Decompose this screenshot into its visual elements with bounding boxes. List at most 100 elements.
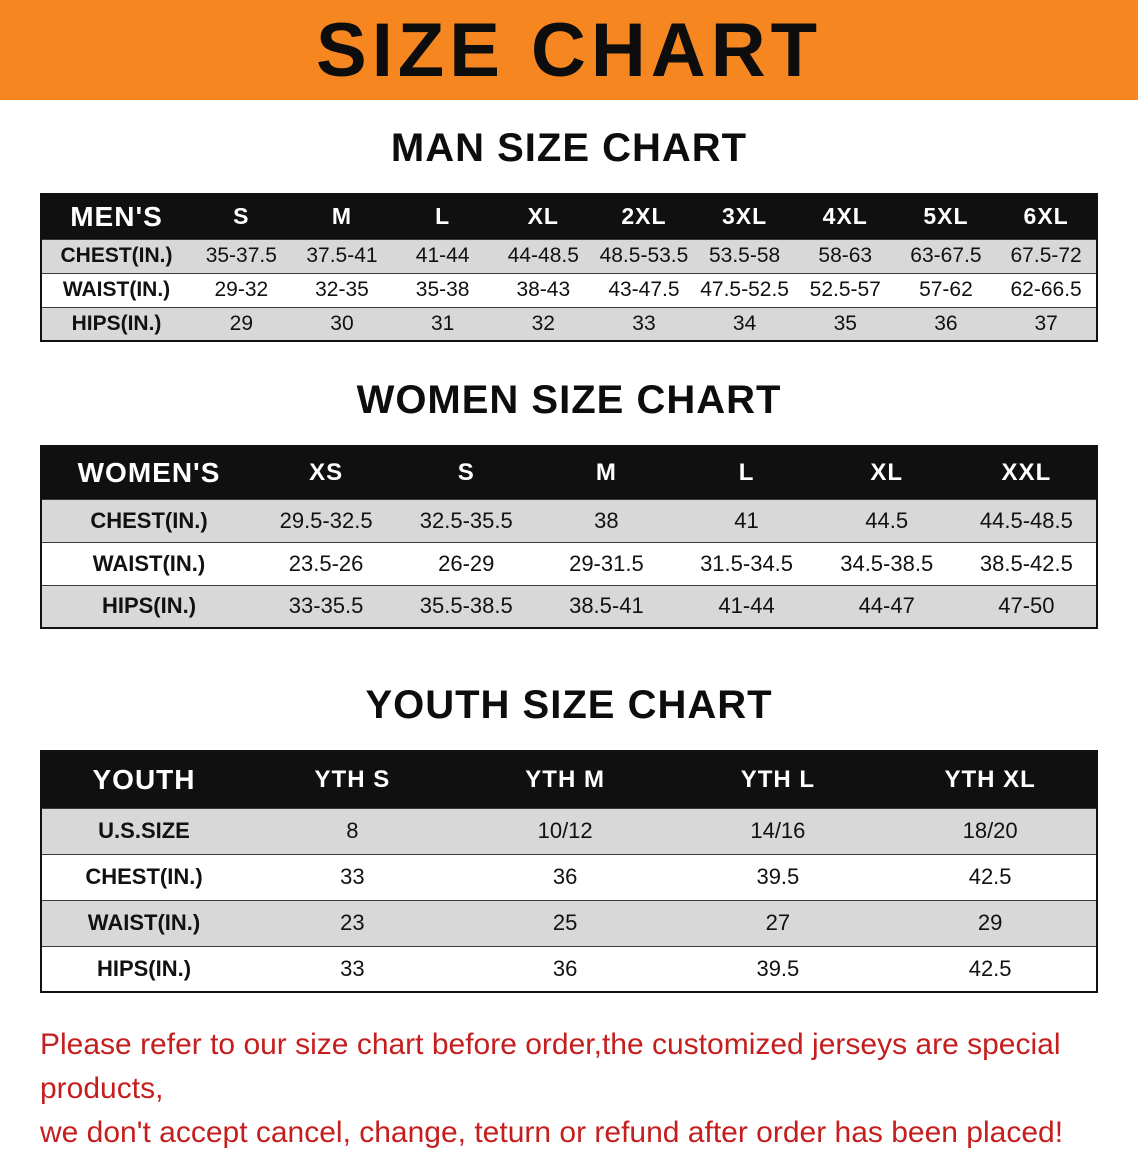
size-value-cell: 31.5-34.5 bbox=[700, 550, 794, 576]
youth-size-table: YOUTH YTH S YTH M YTH L YTH XL U.S.SIZE 8 10/12… bbox=[40, 750, 1098, 993]
size-value-cell: 29 bbox=[977, 910, 1003, 935]
size-header-cell: S bbox=[457, 458, 475, 486]
size-value-cell: 39.5 bbox=[756, 864, 800, 889]
size-value-cell: 44.5 bbox=[865, 507, 909, 533]
women-section-heading: WOMEN SIZE CHART bbox=[356, 378, 782, 422]
size-value-cell: 47-50 bbox=[998, 593, 1055, 619]
size-value-cell: 33-35.5 bbox=[288, 593, 364, 619]
table-header-row: WOMEN'S XS S M L XL XXL bbox=[41, 446, 1097, 499]
size-header-cell: 3XL bbox=[722, 203, 768, 230]
size-value-cell: 36 bbox=[552, 864, 578, 889]
size-value-cell: 18/20 bbox=[962, 818, 1018, 843]
size-value-cell: 23 bbox=[340, 910, 365, 935]
size-value-cell: 37 bbox=[1034, 311, 1058, 335]
table-header-row: YOUTH YTH S YTH M YTH L YTH XL bbox=[41, 751, 1097, 808]
size-header-cell: XL bbox=[527, 203, 559, 230]
size-value-cell: 63-67.5 bbox=[910, 244, 982, 267]
size-value-cell: 10/12 bbox=[537, 818, 593, 843]
size-header-cell: S bbox=[233, 203, 250, 230]
size-header-cell: 2XL bbox=[621, 203, 667, 230]
size-value-cell: 67.5-72 bbox=[1010, 244, 1082, 267]
size-value-cell: 44.5-48.5 bbox=[979, 507, 1073, 533]
size-value-cell: 35.5-38.5 bbox=[419, 593, 513, 619]
measurement-row: HIPS(IN.) 33 36 39.5 42.5 bbox=[41, 946, 1097, 992]
size-value-cell: 58-63 bbox=[818, 244, 873, 267]
size-value-cell: 39.5 bbox=[756, 955, 800, 981]
measurement-row: U.S.SIZE 8 10/12 14/16 18/20 bbox=[41, 808, 1097, 854]
table-title-cell: MEN'S bbox=[70, 200, 163, 232]
size-value-cell: 29-31.5 bbox=[569, 550, 644, 576]
row-label-cell: CHEST(IN.) bbox=[85, 864, 203, 889]
size-value-cell: 23.5-26 bbox=[288, 550, 364, 576]
banner-title: SIZE CHART bbox=[316, 7, 822, 93]
table-title-cell: YOUTH bbox=[92, 763, 196, 795]
size-value-cell: 29-32 bbox=[214, 278, 269, 301]
size-value-cell: 33 bbox=[340, 955, 365, 981]
size-value-cell: 41-44 bbox=[718, 593, 775, 619]
size-header-cell: YTH M bbox=[525, 765, 605, 793]
measurement-row: HIPS(IN.) 29 30 31 32 33 34 35 36 37 bbox=[41, 307, 1097, 341]
size-value-cell: 38-43 bbox=[516, 278, 571, 301]
men-section-heading: MAN SIZE CHART bbox=[390, 126, 748, 170]
measurement-row: HIPS(IN.) 33-35.5 35.5-38.5 38.5-41 41-44 44-… bbox=[41, 585, 1097, 628]
size-value-cell: 44-48.5 bbox=[507, 244, 579, 267]
size-value-cell: 14/16 bbox=[750, 818, 806, 843]
measurement-row: CHEST(IN.) 29.5-32.5 32.5-35.5 38 41 44.5 44.5… bbox=[41, 499, 1097, 542]
size-value-cell: 57-62 bbox=[919, 278, 973, 301]
size-header-cell: XS bbox=[309, 458, 344, 486]
size-value-cell: 37.5-41 bbox=[306, 244, 378, 267]
size-value-cell: 38.5-42.5 bbox=[979, 550, 1073, 576]
men-size-table: MEN'S S M L XL 2XL 3XL 4XL 5XL 6XL CHEST(IN.) 35-37… bbox=[40, 193, 1098, 342]
row-label-cell: WAIST(IN.) bbox=[62, 278, 171, 301]
size-value-cell: 36 bbox=[934, 311, 958, 335]
measurement-row: WAIST(IN.) 23 25 27 29 bbox=[41, 900, 1097, 946]
size-value-cell: 30 bbox=[330, 311, 354, 335]
size-value-cell: 47.5-52.5 bbox=[700, 278, 789, 301]
size-header-cell: M bbox=[595, 458, 617, 486]
size-value-cell: 42.5 bbox=[968, 955, 1012, 981]
row-label-cell: U.S.SIZE bbox=[98, 818, 190, 843]
size-value-cell: 35 bbox=[833, 311, 857, 335]
size-value-cell: 29.5-32.5 bbox=[279, 507, 373, 533]
size-header-cell: YTH L bbox=[740, 765, 816, 793]
size-header-cell: 4XL bbox=[822, 203, 868, 230]
size-value-cell: 34 bbox=[732, 311, 757, 335]
size-value-cell: 31 bbox=[430, 311, 455, 335]
table-header-row: MEN'S S M L XL 2XL 3XL 4XL 5XL 6XL bbox=[41, 194, 1097, 239]
size-value-cell: 26-29 bbox=[438, 550, 495, 576]
youth-section-heading: YOUTH SIZE CHART bbox=[365, 683, 773, 727]
measurement-row: CHEST(IN.) 33 36 39.5 42.5 bbox=[41, 854, 1097, 900]
size-value-cell: 27 bbox=[765, 910, 791, 935]
measurement-row: CHEST(IN.) 35-37.5 37.5-41 41-44 44-48.5 48.5… bbox=[41, 239, 1097, 273]
disclaimer-line-2: we don't accept cancel, change, teturn o… bbox=[40, 1116, 1064, 1149]
measurement-row: WAIST(IN.) 23.5-26 26-29 29-31.5 31.5-34.5 34… bbox=[41, 542, 1097, 585]
size-value-cell: 34.5-38.5 bbox=[840, 550, 934, 576]
size-value-cell: 48.5-53.5 bbox=[599, 244, 689, 267]
size-value-cell: 29 bbox=[229, 311, 253, 335]
row-label-cell: CHEST(IN.) bbox=[60, 244, 173, 267]
measurement-row: WAIST(IN.) 29-32 32-35 35-38 38-43 43-47.5 47.… bbox=[41, 273, 1097, 307]
size-value-cell: 36 bbox=[552, 955, 578, 981]
size-chart-banner: SIZE CHART bbox=[0, 0, 1138, 100]
size-value-cell: 41 bbox=[734, 507, 759, 533]
row-label-cell: CHEST(IN.) bbox=[90, 507, 208, 533]
size-header-cell: XXL bbox=[1001, 458, 1052, 486]
size-header-cell: YTH XL bbox=[944, 765, 1036, 793]
size-header-cell: YTH S bbox=[314, 765, 391, 793]
size-value-cell: 35-37.5 bbox=[205, 244, 277, 267]
size-header-cell: 5XL bbox=[923, 203, 969, 230]
table-title-cell: WOMEN'S bbox=[77, 456, 221, 488]
size-value-cell: 38 bbox=[594, 507, 619, 533]
size-value-cell: 53.5-58 bbox=[708, 244, 781, 267]
row-label-cell: HIPS(IN.) bbox=[71, 311, 162, 335]
disclaimer-note: Please refer to our size chart before or… bbox=[40, 1023, 1098, 1155]
size-value-cell: 44-47 bbox=[858, 593, 915, 619]
row-label-cell: WAIST(IN.) bbox=[87, 910, 201, 935]
row-label-cell: WAIST(IN.) bbox=[92, 550, 206, 576]
size-value-cell: 52.5-57 bbox=[809, 278, 881, 301]
size-header-cell: M bbox=[331, 203, 353, 230]
size-value-cell: 32 bbox=[531, 311, 555, 335]
row-label-cell: HIPS(IN.) bbox=[101, 593, 197, 619]
size-value-cell: 32.5-35.5 bbox=[419, 507, 513, 533]
size-header-cell: L bbox=[738, 458, 755, 486]
